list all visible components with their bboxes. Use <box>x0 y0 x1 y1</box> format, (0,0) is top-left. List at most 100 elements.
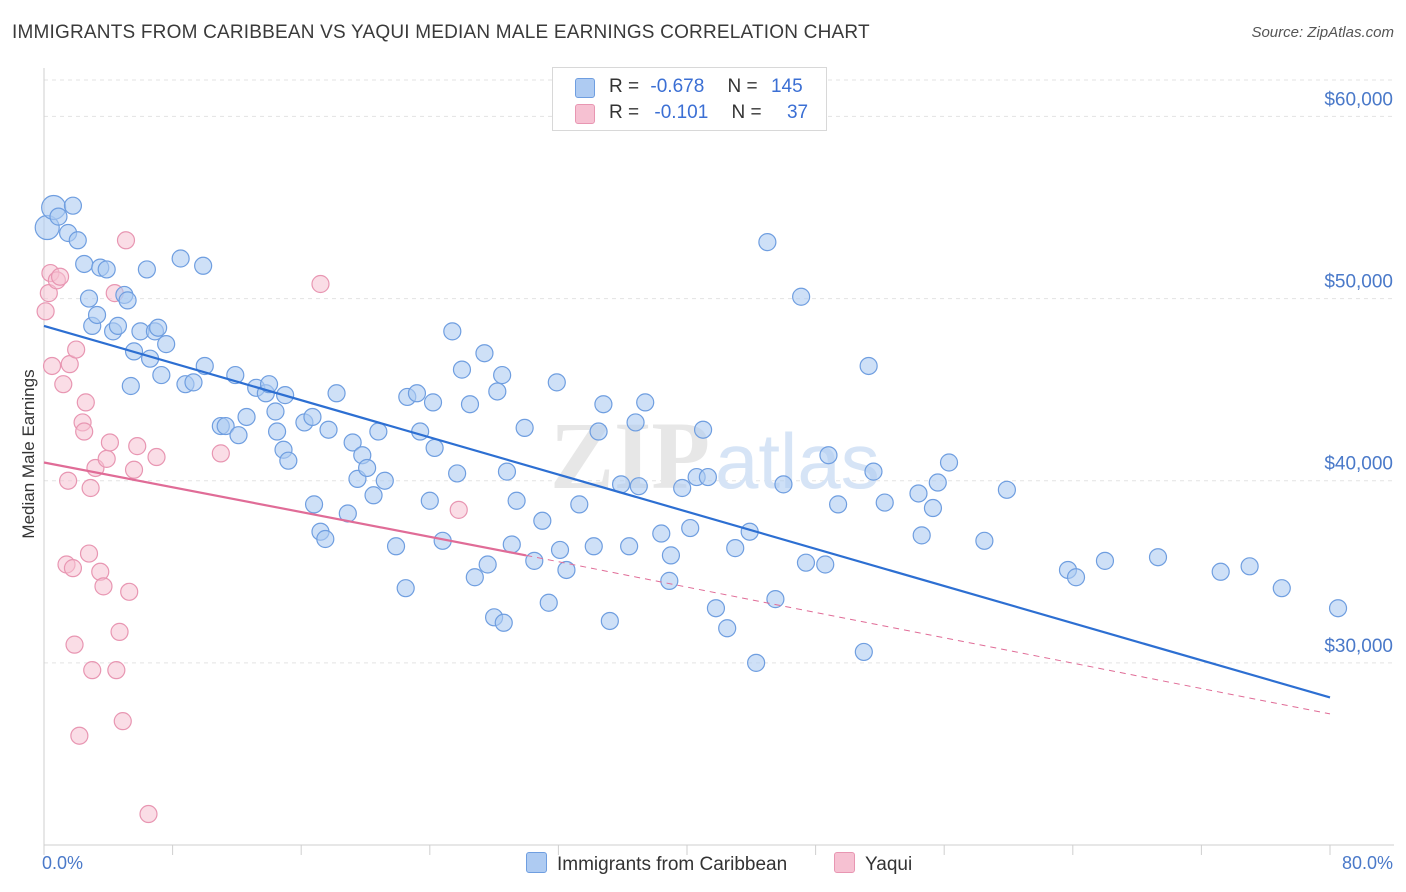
caribbean-point <box>137 260 156 279</box>
caribbean-point <box>533 511 552 530</box>
source-label: Source: ZipAtlas.com <box>1251 24 1394 41</box>
yaqui-point <box>67 340 86 359</box>
caribbean-point <box>1211 562 1230 581</box>
caribbean-point <box>875 493 894 512</box>
caribbean-point <box>997 480 1016 499</box>
bottom-legend-swatch-blue <box>526 852 547 873</box>
stats-legend: R = -0.678 N = 145 R = -0.101 N = 37 <box>552 67 827 131</box>
yaqui-point <box>311 274 330 294</box>
caribbean-point <box>660 571 679 590</box>
yaqui-point <box>449 500 468 519</box>
caribbean-point <box>774 475 793 494</box>
y-tick-label: $40,000 <box>1324 454 1393 475</box>
caribbean-point <box>75 254 94 274</box>
yaqui-point <box>65 635 84 654</box>
legend-r-value: -0.101 <box>654 102 709 123</box>
caribbean-point <box>420 491 439 510</box>
caribbean-point <box>1148 548 1168 567</box>
caribbean-point <box>386 537 406 556</box>
caribbean-point <box>79 289 99 308</box>
yaqui-point <box>116 231 136 250</box>
caribbean-point <box>792 287 811 306</box>
caribbean-point <box>488 382 507 401</box>
caribbean-point <box>816 555 835 574</box>
caribbean-point <box>661 546 681 565</box>
caribbean-point <box>304 495 324 514</box>
caribbean-point <box>237 407 256 427</box>
legend-r-label: R = <box>609 76 640 97</box>
caribbean-point <box>425 438 444 458</box>
caribbean-trend-line <box>43 324 1331 699</box>
yaqui-point <box>70 726 89 745</box>
bottom-legend-label-yaqui: Yaqui <box>865 854 913 875</box>
bottom-legend-caribbean: Immigrants from Caribbean <box>526 852 787 876</box>
yaqui-trend-line <box>43 461 527 557</box>
caribbean-point <box>494 613 513 632</box>
yaqui-point <box>76 393 95 412</box>
yaqui-point <box>124 460 144 479</box>
caribbean-point <box>343 433 362 452</box>
caribbean-point <box>864 462 883 481</box>
legend-n-value: 145 <box>770 76 803 97</box>
tick-labels: $30,000 $40,000 $50,000 $60,000 0.0% 80.0% <box>42 89 1393 873</box>
caribbean-point <box>396 579 415 598</box>
caribbean-point <box>364 486 383 505</box>
caribbean-point <box>859 356 878 376</box>
caribbean-point <box>1240 557 1259 576</box>
caribbean-point <box>747 653 766 672</box>
yaqui-point <box>113 712 132 731</box>
grid-lines <box>44 79 1394 664</box>
caribbean-point <box>829 495 848 514</box>
caribbean-point <box>157 335 176 354</box>
series-yaqui-points <box>36 231 468 824</box>
caribbean-point <box>149 318 168 337</box>
yaqui-point <box>54 375 73 394</box>
y-tick-label: $60,000 <box>1324 89 1393 110</box>
caribbean-point <box>152 365 171 385</box>
caribbean-point <box>507 491 526 510</box>
legend-n-value: 37 <box>786 102 809 123</box>
caribbean-point <box>570 495 589 514</box>
caribbean-point <box>515 418 534 437</box>
yaqui-point <box>42 356 62 376</box>
caribbean-point <box>766 590 785 609</box>
caribbean-point <box>557 560 576 580</box>
caribbean-point <box>266 402 285 421</box>
caribbean-point <box>726 539 745 558</box>
caribbean-point <box>550 540 570 560</box>
caribbean-point <box>819 446 838 465</box>
caribbean-point <box>448 464 467 483</box>
legend-r-value: -0.678 <box>650 76 705 97</box>
series-caribbean-points <box>34 194 1348 672</box>
caribbean-point <box>796 553 816 572</box>
caribbean-point <box>600 611 619 631</box>
yaqui-point <box>94 577 113 596</box>
caribbean-point <box>547 373 566 392</box>
caribbean-point <box>194 256 213 275</box>
caribbean-point <box>443 322 462 341</box>
caribbean-point <box>303 407 322 427</box>
caribbean-point <box>594 395 613 414</box>
caribbean-point <box>525 551 544 570</box>
y-tick-label: $50,000 <box>1324 272 1393 293</box>
yaqui-point <box>128 437 147 456</box>
caribbean-point <box>923 498 943 518</box>
caribbean-point <box>854 642 873 662</box>
caribbean-point <box>939 453 959 472</box>
yaqui-point <box>107 661 126 680</box>
chart-title: IMMIGRANTS FROM CARIBBEAN VS YAQUI MEDIA… <box>12 22 870 43</box>
caribbean-point <box>475 344 494 363</box>
yaqui-point <box>81 478 100 498</box>
yaqui-point <box>100 433 120 452</box>
legend-text-yaqui: R = -0.101 N = 37 <box>609 102 808 124</box>
caribbean-point <box>423 393 443 412</box>
caribbean-point <box>589 422 608 441</box>
caribbean-point <box>97 260 116 279</box>
watermark-atlas: atlas <box>715 417 880 505</box>
caribbean-point <box>267 422 287 441</box>
caribbean-point <box>1095 551 1115 570</box>
y-tick-label: $30,000 <box>1324 636 1393 657</box>
axes <box>43 68 1394 855</box>
caribbean-point <box>121 376 140 396</box>
